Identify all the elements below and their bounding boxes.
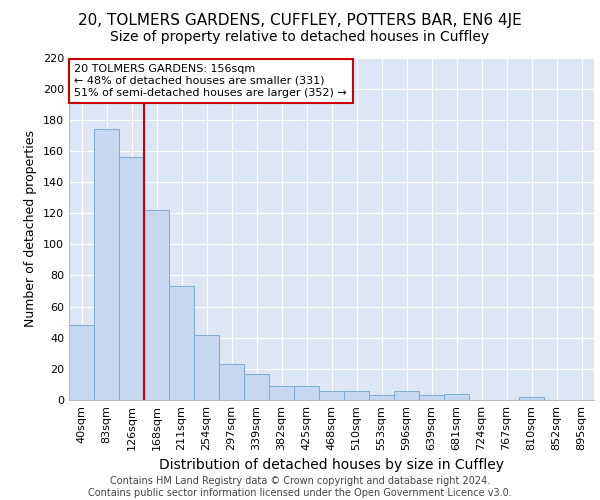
Bar (244, 374, 269, 400)
Text: 20 TOLMERS GARDENS: 156sqm
← 48% of detached houses are smaller (331)
51% of sem: 20 TOLMERS GARDENS: 156sqm ← 48% of deta… (74, 64, 347, 98)
Y-axis label: Number of detached properties: Number of detached properties (25, 130, 37, 327)
Bar (444, 394, 469, 400)
Bar (369, 396, 394, 400)
Bar (319, 390, 344, 400)
Text: 20, TOLMERS GARDENS, CUFFLEY, POTTERS BAR, EN6 4JE: 20, TOLMERS GARDENS, CUFFLEY, POTTERS BA… (78, 12, 522, 28)
Bar (344, 390, 369, 400)
Bar (119, 157, 144, 400)
Bar (69, 326, 94, 400)
Bar (294, 386, 319, 400)
Bar (419, 396, 444, 400)
Bar (394, 390, 419, 400)
Bar (144, 210, 169, 400)
Text: Contains HM Land Registry data © Crown copyright and database right 2024.
Contai: Contains HM Land Registry data © Crown c… (88, 476, 512, 498)
Bar (194, 334, 219, 400)
Bar (519, 397, 544, 400)
Bar (269, 386, 294, 400)
Bar (169, 286, 194, 400)
X-axis label: Distribution of detached houses by size in Cuffley: Distribution of detached houses by size … (159, 458, 504, 472)
Bar (219, 364, 244, 400)
Text: Size of property relative to detached houses in Cuffley: Size of property relative to detached ho… (110, 30, 490, 44)
Bar (94, 129, 119, 400)
